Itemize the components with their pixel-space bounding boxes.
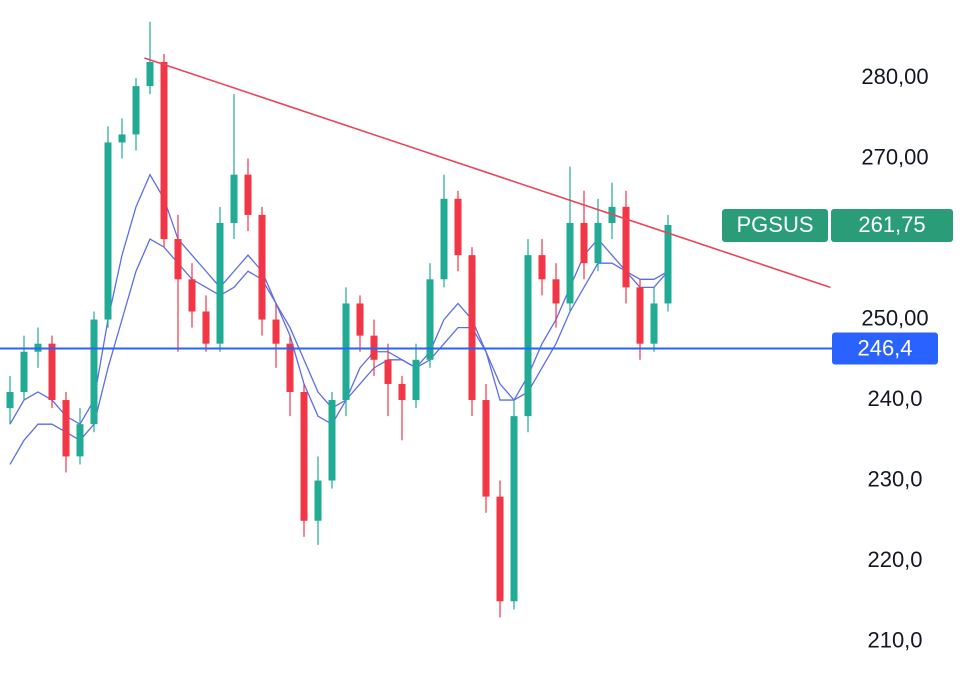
hline-label: 246,4 [857,335,912,360]
candle-body [636,287,644,344]
candle-body [650,303,658,344]
candle-body [594,222,602,264]
symbol-label: PGSUS [736,212,813,237]
candle-body [468,255,476,401]
candle-body [440,198,448,280]
y-tick-label: 230,0 [867,466,922,491]
candle-body [412,359,420,401]
candle-body [160,61,168,240]
candle-body [566,222,574,304]
candle-body [216,222,224,344]
y-tick-label: 240,0 [867,386,922,411]
candle-body [6,391,14,409]
moving-average [9,173,669,426]
candle-body [580,222,588,264]
y-tick-label: 220,0 [867,547,922,572]
candle-body [482,400,490,497]
last-price-label: 261,75 [858,212,925,237]
trendline [144,57,831,289]
candle-body [244,174,252,215]
candle-body [384,359,392,384]
candle-body [524,255,532,417]
candle-body [258,214,266,320]
candle-body [314,480,322,521]
y-tick-label: 280,00 [861,64,928,89]
last-price-box [831,208,953,242]
moving-average [9,238,669,465]
candle-body [286,343,294,392]
candle-body [328,400,336,481]
candle-body [20,351,28,392]
candle-body [356,303,364,336]
candle-body [272,319,280,344]
candle-body [398,383,406,401]
hline-label-box [832,332,938,365]
candle-body [118,134,126,143]
candle-body [132,86,140,135]
candle-body [622,206,630,288]
y-tick-label: 210,0 [867,627,922,652]
candle-body [342,303,350,401]
candle-body [496,496,504,602]
candle-body [146,61,154,87]
candle-body [664,224,672,304]
candle-body [538,255,546,280]
candle-body [230,174,238,223]
candle-body [552,279,560,304]
candle-body [90,319,98,425]
candle-body [454,198,462,256]
candle-body [174,239,182,280]
candle-body [48,343,56,401]
candle-body [76,424,84,457]
candle-body [188,279,196,312]
y-tick-label: 270,00 [861,144,928,169]
candle-body [104,142,112,320]
candle-body [202,311,210,344]
candle-body [62,400,70,457]
y-tick-label: 250,00 [861,305,928,330]
candle-body [426,279,434,360]
candle-body [510,416,518,602]
candle-body [300,391,308,521]
symbol-label-box [722,208,828,242]
